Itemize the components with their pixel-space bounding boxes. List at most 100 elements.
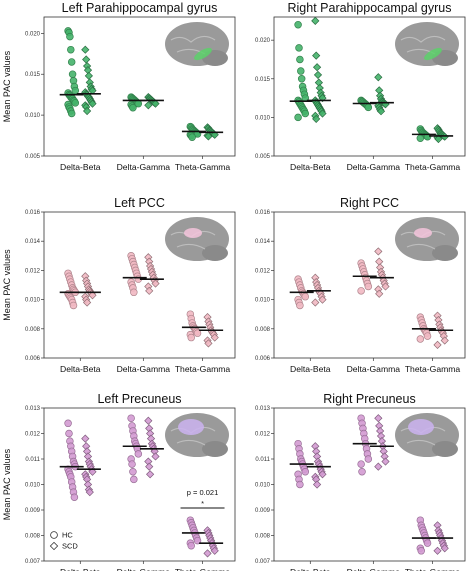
data-point-scd — [210, 333, 219, 342]
x-tick-label: Delta-Beta — [60, 162, 101, 172]
data-point-scd — [311, 298, 320, 307]
data-point-hc — [129, 104, 137, 112]
data-point-scd — [318, 470, 327, 479]
data-point-scd — [374, 73, 383, 82]
x-tick-label: Delta-Gamma — [117, 162, 171, 172]
data-point-hc — [294, 113, 302, 122]
panel-4: Right PCC 0.006 0.008 0.010 0.012 0.014 0.016 D… — [255, 196, 466, 374]
panel-title: Left Parahippocampal gyrus — [62, 1, 218, 15]
x-tick-label: Delta-Gamma — [347, 162, 401, 172]
series-hc — [59, 27, 206, 141]
data-point-scd — [82, 55, 91, 64]
data-point-hc — [358, 468, 366, 476]
data-point-hc — [364, 455, 373, 463]
series-scd — [76, 45, 224, 141]
data-point-scd — [151, 452, 160, 461]
panel-3: Left PCC Mean PAC values 0.006 0.008 0.010 0.… — [2, 196, 236, 374]
y-tick-label: 0.009 — [25, 508, 41, 514]
brain-highlight-region — [178, 419, 204, 435]
panel-2: Right Parahippocampal gyrus 0.005 0.010 0.0… — [255, 1, 466, 172]
data-point-hc — [296, 301, 304, 310]
data-point-hc — [301, 109, 310, 118]
x-tick-label: Theta-Gamma — [175, 567, 231, 571]
data-point-hc — [67, 45, 75, 54]
y-tick-label: 0.010 — [25, 113, 41, 119]
y-tick-label: 0.014 — [25, 239, 41, 245]
brain-cerebellum — [202, 245, 228, 261]
panel-title: Right PCC — [340, 196, 399, 210]
data-point-hc — [128, 460, 136, 468]
data-point-hc — [130, 288, 138, 297]
data-point-scd — [433, 340, 442, 349]
brain-illustration — [165, 413, 229, 457]
panel-6: Right Precuneus 0.007 0.008 0.009 0.010 0.011… — [255, 392, 466, 571]
data-point-scd — [210, 546, 219, 555]
plot-frame — [43, 16, 236, 157]
data-point-scd — [374, 414, 383, 423]
series-scd — [76, 253, 224, 348]
p-value-label: p = 0.021 — [187, 488, 219, 497]
series-scd — [306, 247, 454, 349]
y-axis-label: Mean PAC values — [2, 249, 12, 321]
data-point-scd — [313, 70, 323, 80]
data-point-scd — [204, 339, 213, 348]
panel-5: Left Precuneus Mean PAC values 0.007 0.008 0… — [2, 392, 236, 571]
data-point-hc — [64, 419, 72, 428]
x-tick-label: Delta-Gamma — [117, 567, 171, 571]
data-point-hc — [67, 109, 76, 118]
y-tick-label: 0.010 — [25, 483, 41, 489]
y-tick-label: 0.007 — [255, 559, 271, 565]
data-point-hc — [296, 55, 304, 64]
data-point-hc — [67, 58, 76, 66]
data-point-scd — [204, 132, 213, 141]
y-tick-label: 0.013 — [25, 406, 41, 412]
data-point-hc — [65, 429, 73, 438]
brain-illustration — [395, 22, 459, 66]
series-scd — [306, 16, 454, 144]
data-point-scd — [145, 286, 154, 295]
y-tick-label: 0.012 — [255, 268, 271, 274]
data-point-scd — [440, 336, 449, 345]
y-tick-label: 0.020 — [255, 38, 271, 44]
series-hc — [289, 259, 436, 343]
data-point-hc — [66, 32, 74, 41]
panel-1: Left Parahippocampal gyrus Mean PAC value… — [2, 1, 236, 172]
data-point-scd — [88, 99, 97, 108]
y-tick-label: 0.015 — [255, 77, 271, 83]
data-point-hc — [129, 468, 137, 476]
data-point-hc — [417, 547, 425, 555]
y-tick-label: 0.011 — [255, 457, 270, 463]
brain-illustration — [165, 22, 229, 66]
data-point-scd — [312, 63, 322, 72]
data-point-hc — [193, 536, 202, 545]
x-tick-label: Theta-Gamma — [405, 162, 461, 172]
data-point-scd — [376, 107, 386, 116]
y-tick-label: 0.012 — [25, 268, 41, 274]
x-tick-label: Theta-Gamma — [175, 162, 231, 172]
y-tick-label: 0.013 — [255, 406, 271, 412]
data-point-hc — [297, 75, 306, 83]
legend-hc-label: HC — [62, 531, 73, 540]
x-tick-label: Delta-Beta — [290, 364, 331, 374]
data-point-hc — [188, 133, 196, 141]
data-point-scd — [88, 291, 97, 300]
series-hc — [289, 414, 436, 555]
y-tick-label: 0.016 — [25, 210, 41, 216]
data-point-hc — [416, 134, 425, 142]
x-tick-label: Delta-Beta — [290, 162, 331, 172]
data-point-hc — [71, 86, 80, 95]
panel-title: Left PCC — [114, 196, 165, 210]
y-tick-label: 0.016 — [255, 210, 271, 216]
brain-highlight-region — [184, 228, 202, 238]
y-tick-label: 0.012 — [25, 432, 41, 438]
data-point-hc — [301, 292, 310, 301]
series-hc — [59, 414, 206, 550]
data-point-hc — [130, 475, 138, 484]
data-point-hc — [70, 493, 79, 502]
data-point-hc — [134, 450, 143, 458]
x-tick-label: Delta-Beta — [60, 364, 101, 374]
data-point-hc — [295, 44, 303, 52]
series-scd — [306, 414, 454, 555]
panel-title: Left Precuneus — [97, 392, 181, 406]
